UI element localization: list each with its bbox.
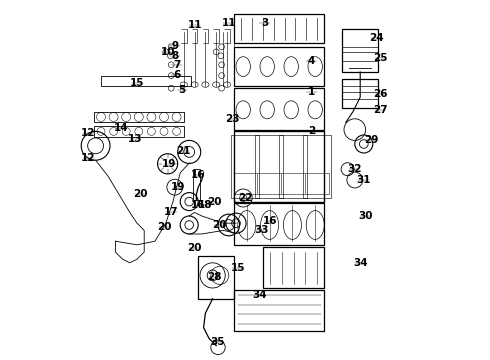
Text: 8: 8 (171, 51, 178, 61)
Text: 17: 17 (164, 207, 178, 217)
Text: 21: 21 (176, 146, 191, 156)
Text: 5: 5 (178, 85, 186, 95)
Text: 29: 29 (364, 135, 378, 145)
Text: 1: 1 (308, 87, 315, 97)
Text: 18: 18 (198, 200, 213, 210)
Text: 12: 12 (81, 128, 96, 138)
Text: 20: 20 (157, 222, 171, 232)
Text: 30: 30 (358, 211, 373, 221)
Text: 3: 3 (261, 18, 269, 28)
Text: 15: 15 (231, 263, 245, 273)
Text: 14: 14 (114, 123, 128, 133)
Text: 6: 6 (173, 69, 180, 80)
Text: 24: 24 (369, 33, 384, 43)
Text: 20: 20 (187, 243, 202, 253)
Text: 16: 16 (191, 170, 205, 180)
Text: 22: 22 (238, 193, 252, 203)
Text: 11: 11 (187, 20, 202, 30)
Text: 19: 19 (162, 159, 176, 169)
Text: 20: 20 (133, 189, 148, 199)
Text: 19: 19 (171, 182, 186, 192)
Text: 34: 34 (353, 258, 368, 268)
Text: 4: 4 (308, 56, 315, 66)
Text: 13: 13 (128, 134, 143, 144)
Text: 20: 20 (213, 220, 227, 230)
Text: 15: 15 (130, 78, 144, 88)
Text: 16: 16 (263, 216, 277, 226)
Text: 12: 12 (81, 153, 96, 163)
Text: 26: 26 (373, 89, 387, 99)
Text: 10: 10 (160, 47, 175, 57)
Text: 27: 27 (373, 105, 387, 115)
Text: 28: 28 (207, 272, 221, 282)
Text: 35: 35 (211, 337, 225, 347)
Text: 33: 33 (254, 225, 269, 235)
Text: 7: 7 (173, 60, 180, 70)
Text: 9: 9 (171, 41, 178, 51)
Text: 11: 11 (221, 18, 236, 28)
Text: 2: 2 (308, 126, 315, 136)
Text: 32: 32 (347, 164, 362, 174)
Text: 25: 25 (373, 53, 387, 63)
Text: 31: 31 (357, 175, 371, 185)
Text: 34: 34 (252, 290, 267, 300)
Text: 20: 20 (207, 197, 221, 207)
Text: 23: 23 (225, 114, 240, 124)
Text: 16: 16 (191, 200, 205, 210)
